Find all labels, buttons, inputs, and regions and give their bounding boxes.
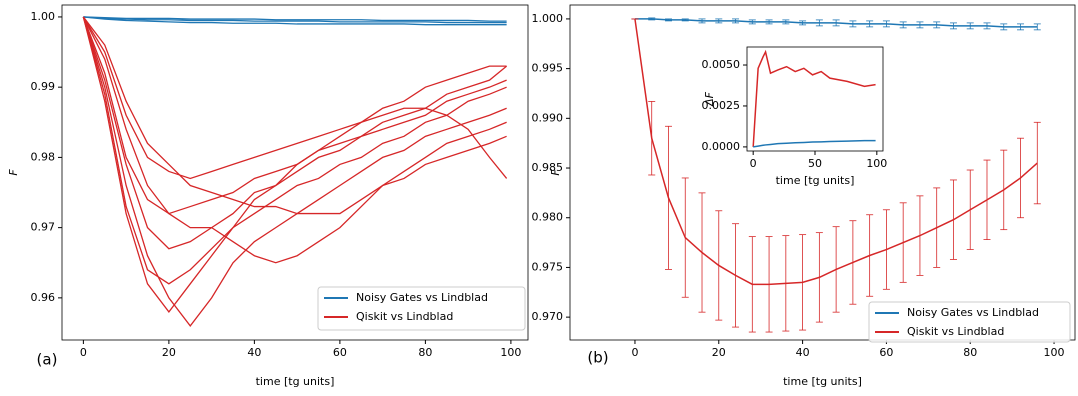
x-tick-label: 60 xyxy=(333,346,347,359)
x-tick-label: 40 xyxy=(247,346,261,359)
y-tick-label: 0.990 xyxy=(532,111,564,124)
data-line xyxy=(82,16,507,313)
data-line xyxy=(83,16,507,26)
y-axis-label: F xyxy=(7,169,20,176)
panel: 0 50 100 0.0000 0.0025 0.0050 time [tg units] Δ… xyxy=(702,46,887,187)
data-line xyxy=(753,139,876,148)
data-line xyxy=(82,16,507,285)
data-line xyxy=(83,16,507,22)
legend-label: Qiskit vs Lindblad xyxy=(907,325,1004,338)
legend-box xyxy=(317,286,526,331)
x-axis-label: time [tg units] xyxy=(776,174,855,187)
inset-bg xyxy=(747,47,883,151)
x-tick-label: 20 xyxy=(712,346,726,359)
panel-label: (b) xyxy=(587,349,608,367)
legend-label: Noisy Gates vs Lindblad xyxy=(356,291,488,304)
data-line xyxy=(82,16,508,180)
x-tick-label: 0 xyxy=(80,346,87,359)
y-tick-label: 0.0050 xyxy=(702,58,741,71)
legend-box xyxy=(868,301,1071,343)
data-line xyxy=(82,16,507,264)
y-tick-label: 0.0000 xyxy=(702,140,741,153)
y-tick-label: 0.99 xyxy=(31,80,56,93)
legend-label: Qiskit vs Lindblad xyxy=(356,310,453,323)
axes-frame xyxy=(569,4,1076,341)
x-tick-label: 100 xyxy=(866,157,887,170)
x-tick-label: 0 xyxy=(631,346,638,359)
x-tick-label: 80 xyxy=(963,346,977,359)
plot-area xyxy=(82,16,508,328)
y-tick-label: 0.975 xyxy=(532,260,564,273)
y-tick-label: 0.980 xyxy=(532,211,564,224)
data-line xyxy=(752,49,876,147)
y-tick-label: 1.00 xyxy=(31,10,56,23)
x-tick-label: 100 xyxy=(1044,346,1065,359)
y-tick-label: 0.970 xyxy=(532,310,564,323)
panel: 0 20 40 60 80 100 0.970 0.975 0.980 0.985 0.990 0.9… xyxy=(532,4,1076,388)
x-tick-label: 60 xyxy=(879,346,893,359)
legend-label: Noisy Gates vs Lindblad xyxy=(907,306,1039,319)
x-tick-label: 80 xyxy=(418,346,432,359)
x-tick-label: 20 xyxy=(162,346,176,359)
x-axis-label: time [tg units] xyxy=(783,375,862,388)
y-tick-label: 0.98 xyxy=(31,150,56,163)
data-line xyxy=(83,16,507,24)
data-line xyxy=(82,16,507,250)
y-tick-label: 0.985 xyxy=(532,161,564,174)
y-tick-label: 0.995 xyxy=(532,62,564,75)
plot-area xyxy=(752,49,876,148)
axes-frame xyxy=(61,4,529,341)
y-tick-label: 0.96 xyxy=(31,291,56,304)
plot-area xyxy=(631,17,1041,333)
x-tick-label: 0 xyxy=(750,157,757,170)
x-axis-label: time [tg units] xyxy=(256,375,335,388)
y-tick-label: 0.97 xyxy=(31,221,56,234)
y-tick-label: 1.000 xyxy=(532,12,564,25)
panel: 0 20 40 60 80 100 0.96 0.97 0.98 0.99 1.00 time [tg… xyxy=(7,4,529,388)
x-tick-label: 50 xyxy=(808,157,822,170)
x-tick-label: 100 xyxy=(500,346,521,359)
y-tick-label: 0.0025 xyxy=(702,99,741,112)
y-axis-label: F xyxy=(549,169,562,176)
panel-label: (a) xyxy=(37,351,58,369)
y-axis-label: ΔF xyxy=(703,91,716,107)
x-tick-label: 40 xyxy=(796,346,810,359)
axes-frame xyxy=(746,46,884,152)
data-line xyxy=(82,16,507,215)
